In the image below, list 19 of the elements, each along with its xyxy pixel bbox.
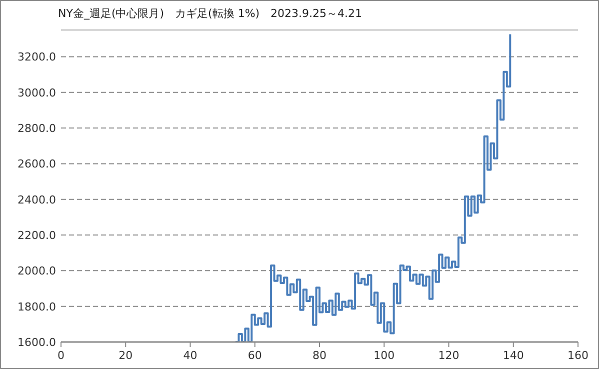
y-tick-label: 3200.0 xyxy=(18,50,56,64)
x-tick-label: 80 xyxy=(312,349,326,362)
x-tick-label: 160 xyxy=(568,349,588,362)
x-tick-label: 20 xyxy=(118,349,133,362)
x-tick-label: 100 xyxy=(374,349,395,362)
y-tick-label: 2200.0 xyxy=(18,229,56,242)
title: NY金_週足(中心限月) カギ足(転換 1%) 2023.9.25～4.21 xyxy=(58,7,362,20)
y-tick-label: 3000.0 xyxy=(18,86,56,100)
x-tick-label: 60 xyxy=(248,349,262,362)
y-tick-label: 2000.0 xyxy=(18,264,56,278)
y-tick-label: 2400.0 xyxy=(18,193,56,206)
x-tick-label: 0 xyxy=(58,349,64,362)
y-tick-label: 1800.0 xyxy=(18,300,56,314)
y-tick-label: 2600.0 xyxy=(18,158,56,171)
x-tick-label: 40 xyxy=(183,349,198,362)
y-tick-label: 1600.0 xyxy=(18,336,56,349)
y-tick-label: 2800.0 xyxy=(18,122,56,136)
x-tick-label: 120 xyxy=(438,349,460,362)
x-tick-label: 140 xyxy=(502,349,524,362)
